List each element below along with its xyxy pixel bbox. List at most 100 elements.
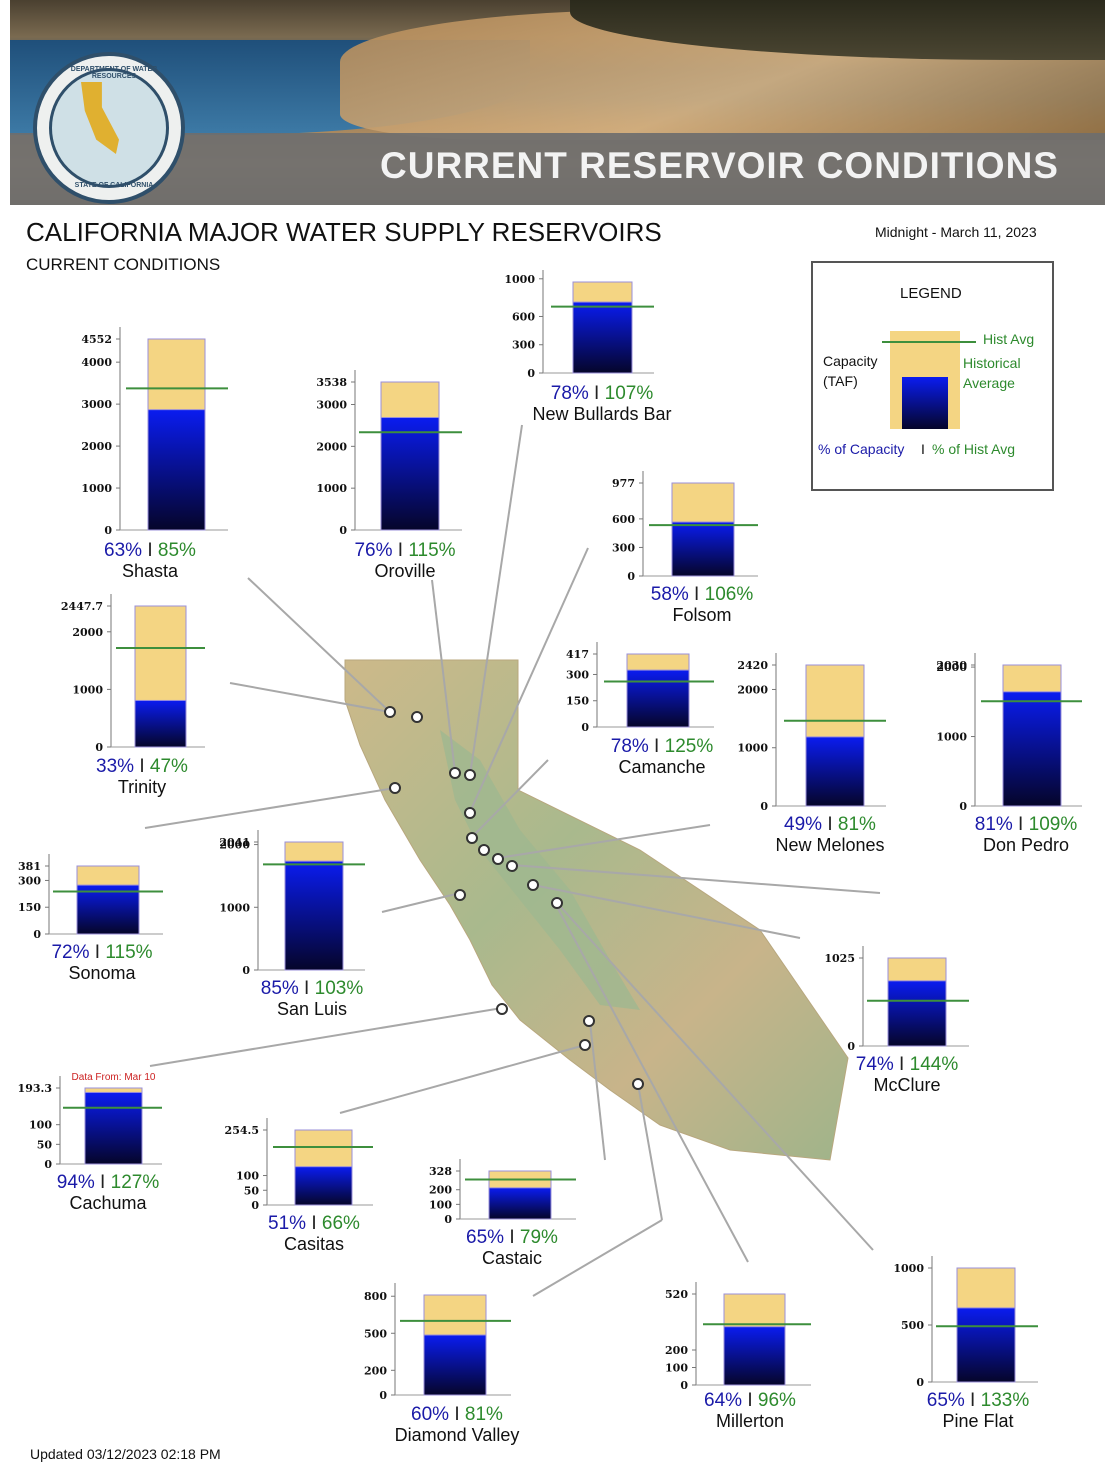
tick-label: 0	[527, 367, 535, 380]
pct-separator: I	[589, 383, 605, 404]
legend-average-label: Average	[963, 375, 1015, 391]
pct-hist: 109%	[1029, 814, 1078, 835]
pct-capacity: 78%	[551, 383, 589, 404]
chart-oroville: 0 1000 2000 3000 3538 76% I 115%Oroville	[316, 370, 462, 581]
percent-label: 85% I 103%	[261, 978, 364, 999]
tick-label: 600	[612, 513, 635, 526]
tick-label: 150	[566, 695, 589, 708]
chart-shasta: 0 1000 2000 3000 4000 4552 63% I 85%Shasta	[81, 327, 228, 581]
reservoir-name: Shasta	[122, 561, 179, 581]
reservoir-name: Sonoma	[68, 963, 136, 983]
tick-label: 0	[680, 1379, 688, 1392]
storage-bar	[572, 301, 633, 374]
chart-millerton: 0 100 200 520 64% I 96%Millerton	[665, 1282, 811, 1431]
pct-separator: I	[142, 540, 158, 561]
tick-label: 500	[364, 1327, 387, 1340]
tick-label: 254.5	[225, 1124, 259, 1137]
reservoir-name: Millerton	[716, 1411, 784, 1431]
pct-capacity: 81%	[975, 814, 1013, 835]
pct-hist: 106%	[705, 584, 754, 605]
reservoir-name: Don Pedro	[983, 835, 1069, 855]
pct-hist: 96%	[758, 1390, 796, 1411]
percent-label: 58% I 106%	[651, 584, 754, 605]
percent-label: 65% I 133%	[927, 1390, 1030, 1411]
tick-label: 2447.7	[61, 600, 103, 613]
seal-bottom-text: STATE OF CALIFORNIA	[74, 182, 154, 189]
pct-capacity: 63%	[104, 540, 142, 561]
tick-label: 1000	[893, 1262, 924, 1275]
percent-label: 33% I 47%	[96, 756, 188, 777]
storage-bar	[147, 409, 206, 531]
tick-label: 1000	[504, 273, 535, 286]
reservoir-name: Oroville	[374, 561, 435, 581]
legend-separator: I	[921, 441, 925, 457]
tick-label: 0	[33, 928, 41, 941]
pct-separator: I	[393, 540, 409, 561]
legend-storage-bar	[902, 377, 948, 429]
legend-swatch	[882, 331, 976, 429]
tick-label: 1000	[219, 901, 250, 914]
pct-capacity: 76%	[354, 540, 392, 561]
tick-label: 1000	[72, 683, 103, 696]
percent-label: 74% I 144%	[856, 1054, 959, 1075]
tick-label: 0	[104, 524, 112, 537]
tick-label: 2000	[81, 440, 112, 453]
pct-capacity: 65%	[466, 1227, 504, 1248]
percent-label: 78% I 107%	[551, 383, 654, 404]
tick-label: 0	[760, 800, 768, 813]
storage-bar	[887, 980, 947, 1047]
storage-bar	[423, 1334, 487, 1396]
tick-label: 4000	[81, 356, 112, 369]
legend-pct-hist-label: % of Hist Avg	[932, 441, 1016, 457]
tick-label: 0	[251, 1199, 259, 1212]
pct-capacity: 60%	[411, 1404, 449, 1425]
tick-label: 3000	[316, 399, 347, 412]
tick-label: 100	[429, 1198, 452, 1211]
tick-label: 300	[18, 874, 41, 887]
percent-label: 64% I 96%	[704, 1390, 796, 1411]
legend-pct-capacity-label: % of Capacity	[818, 441, 905, 457]
pct-capacity: 78%	[611, 736, 649, 757]
legend-hist-avg-label: Hist Avg	[983, 331, 1035, 347]
pct-capacity: 94%	[57, 1172, 95, 1193]
pct-separator: I	[1013, 814, 1029, 835]
chart-new-melones: 0 1000 2000 2420 49% I 81%New Melones	[737, 653, 886, 855]
tick-label: 150	[18, 901, 41, 914]
chart-trinity: 0 1000 2000 2447.7 33% I 47%Trinity	[61, 594, 205, 797]
percent-label: 81% I 109%	[975, 814, 1078, 835]
banner-title: CURRENT RESERVOIR CONDITIONS	[380, 145, 1059, 186]
pct-hist: 125%	[665, 736, 714, 757]
tick-label: 50	[37, 1138, 53, 1151]
pct-hist: 81%	[838, 814, 876, 835]
pct-hist: 103%	[315, 978, 364, 999]
pct-capacity: 33%	[96, 756, 134, 777]
pct-hist: 115%	[105, 942, 152, 963]
reservoir-name: McClure	[873, 1075, 940, 1095]
tick-label: 0	[847, 1040, 855, 1053]
pct-hist: 85%	[158, 540, 196, 561]
pct-hist: 144%	[910, 1054, 959, 1075]
pct-hist: 81%	[465, 1404, 503, 1425]
reservoir-name: New Melones	[775, 835, 884, 855]
pct-hist: 127%	[111, 1172, 160, 1193]
tick-label: 0	[581, 721, 589, 734]
percent-label: 60% I 81%	[411, 1404, 503, 1425]
tick-label: 0	[444, 1213, 452, 1226]
pct-separator: I	[742, 1390, 758, 1411]
percent-label: 72% I 115%	[51, 942, 152, 963]
pct-separator: I	[95, 1172, 111, 1193]
tick-label: 2000	[936, 661, 967, 674]
reservoir-markers	[384, 706, 644, 1090]
tick-label: 600	[512, 310, 535, 323]
chart-cachuma: 0 50 100 193.3 94% I 127%Cachuma Data From: M…	[18, 1072, 162, 1213]
storage-bar	[134, 699, 187, 748]
pct-hist: 79%	[520, 1227, 558, 1248]
header-banner: CURRENT RESERVOIR CONDITIONS	[10, 0, 1105, 205]
tick-label: 1000	[81, 482, 112, 495]
tick-label: 100	[236, 1170, 259, 1183]
pct-capacity: 65%	[927, 1390, 965, 1411]
pct-capacity: 49%	[784, 814, 822, 835]
